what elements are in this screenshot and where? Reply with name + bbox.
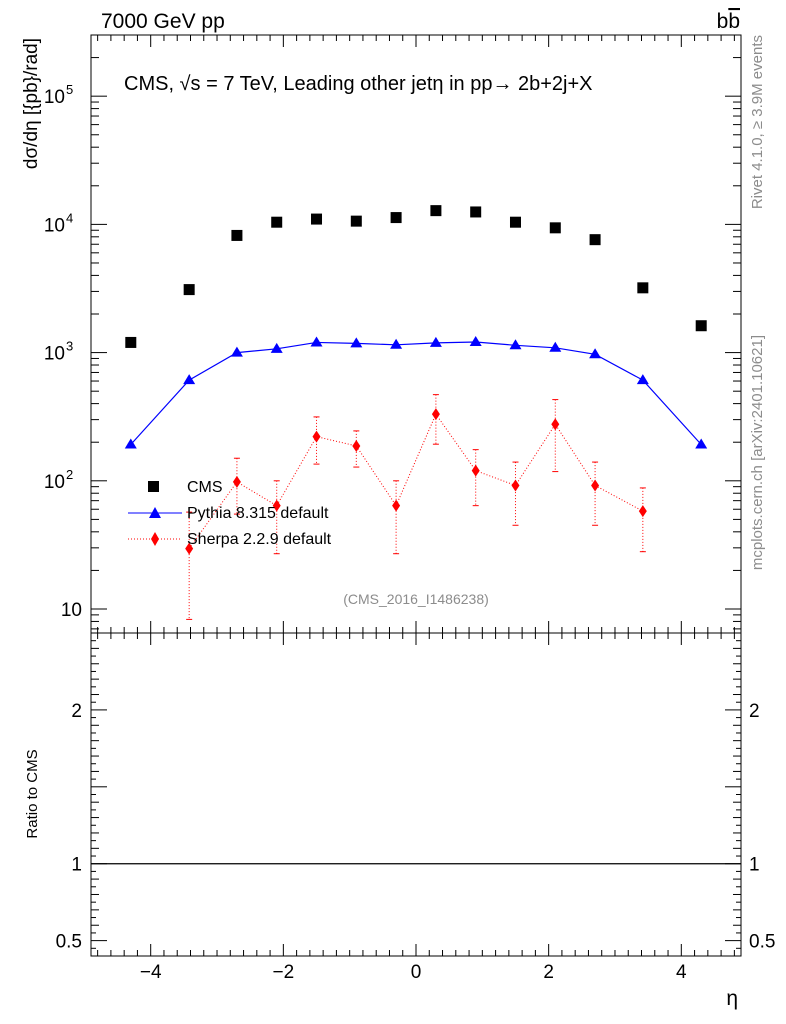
x-tick-label: −2	[273, 962, 295, 983]
mcplots-label: mcplots.cern.ch [arXiv:2401.10621]	[749, 335, 766, 570]
main-y-tick-exponent: 4	[66, 210, 73, 225]
beam-label: 7000 GeV pp	[101, 10, 225, 33]
x-axis-label: η	[726, 987, 738, 1010]
cms-point	[271, 216, 283, 228]
pythia-point	[429, 336, 442, 347]
legend-sherpa-label: Sherpa 2.2.9 default	[187, 531, 332, 548]
chart-title: CMS, √s = 7 TeV, Leading other jetη in p…	[124, 73, 593, 95]
sherpa-point	[312, 430, 321, 443]
x-tick-label: 4	[676, 962, 687, 983]
cms-point	[695, 320, 707, 332]
series-layer	[124, 205, 708, 620]
ratio-y-tick-label-right: 0.5	[749, 932, 775, 953]
cms-point	[183, 284, 195, 296]
sherpa-point	[431, 408, 440, 421]
cms-point	[311, 213, 323, 225]
ratio-y-tick-label-right: 1	[749, 855, 760, 876]
legend-cms-marker	[148, 481, 159, 492]
cms-point	[350, 215, 362, 227]
main-y-tick-exponent: 5	[66, 82, 73, 97]
cms-point	[509, 216, 521, 228]
x-tick-label: 0	[411, 962, 422, 983]
cms-point	[637, 282, 649, 294]
process-label-bar: b	[728, 10, 740, 33]
pythia-point	[549, 341, 562, 352]
main-y-tick-label: 10	[44, 472, 65, 493]
legend-sherpa-marker	[151, 532, 159, 546]
main-y-tick-label: 10	[61, 600, 82, 621]
analysis-watermark: (CMS_2016_I1486238)	[343, 591, 489, 607]
legend-cms-label: CMS	[187, 479, 223, 496]
sherpa-point	[185, 542, 194, 555]
legend: CMS Pythia 8.315 default Sherpa 2.2.9 de…	[128, 479, 332, 548]
x-tick-label: −4	[140, 962, 162, 983]
pythia-point	[589, 348, 602, 359]
pythia-point	[636, 374, 649, 385]
rivet-version-label: Rivet 4.1.0, ≥ 3.9M events	[749, 35, 766, 209]
sherpa-point	[638, 505, 647, 518]
sherpa-line	[188, 413, 644, 549]
sherpa-point	[551, 418, 560, 431]
cms-point	[549, 222, 561, 234]
pythia-point	[695, 438, 708, 449]
cms-point	[231, 229, 243, 241]
ratio-y-tick-label: 0.5	[56, 932, 82, 953]
sherpa-point	[591, 479, 600, 492]
ratio-y-axis-label: Ratio to CMS	[24, 749, 41, 838]
main-y-tick-label: 10	[44, 87, 65, 108]
pythia-point	[469, 335, 482, 346]
ratio-y-tick-label: 1	[71, 855, 82, 876]
sherpa-point	[272, 499, 281, 512]
main-y-tick-label: 10	[44, 215, 65, 236]
main-y-tick-label: 10	[44, 344, 65, 365]
pythia-line	[130, 341, 702, 445]
ratio-panel-frame	[90, 632, 742, 957]
sherpa-point	[471, 464, 480, 477]
x-tick-label: 2	[543, 962, 554, 983]
pythia-point	[350, 337, 363, 348]
sherpa-point	[352, 439, 361, 452]
main-y-axis-label: dσ/dη [{pb}/rad]	[21, 38, 42, 169]
cms-point	[430, 205, 442, 217]
main-y-tick-exponent: 3	[66, 339, 73, 354]
ratio-y-tick-label: 2	[71, 701, 82, 722]
legend-pythia-label: Pythia 8.315 default	[187, 505, 329, 522]
legend-pythia-marker	[149, 507, 161, 518]
ratio-y-tick-label-right: 2	[749, 701, 760, 722]
cms-point	[125, 336, 137, 348]
pythia-point	[230, 346, 243, 357]
pythia-point	[270, 342, 283, 353]
cms-point	[390, 212, 402, 224]
pythia-point	[124, 438, 137, 449]
process-label: bb	[717, 10, 740, 33]
pythia-point	[310, 336, 323, 347]
sherpa-point	[232, 475, 241, 488]
cms-point	[470, 206, 482, 218]
sherpa-point	[511, 479, 520, 492]
sherpa-point	[392, 499, 401, 512]
cms-point	[589, 234, 601, 246]
pythia-point	[509, 339, 522, 350]
pythia-point	[183, 374, 196, 385]
main-y-tick-exponent: 2	[66, 467, 73, 482]
pythia-point	[390, 338, 403, 349]
